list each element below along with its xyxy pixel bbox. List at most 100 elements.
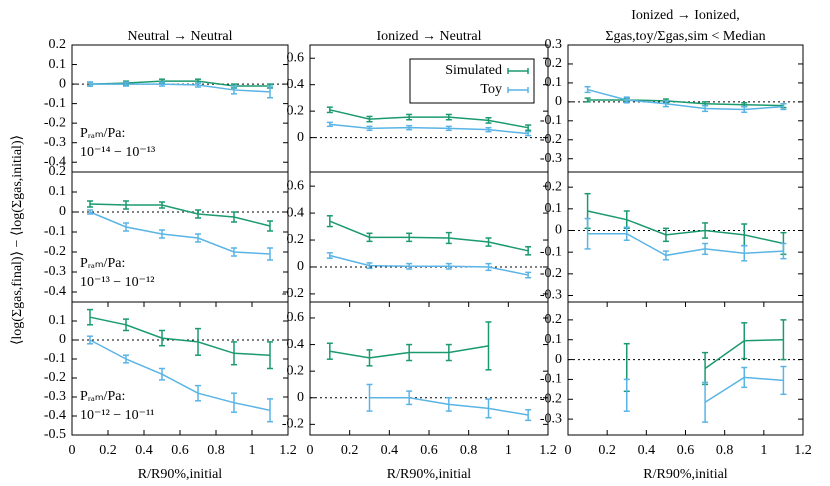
y-tick-label: -0.1 — [540, 372, 562, 387]
y-tick-label: -0.3 — [540, 411, 562, 426]
x-axis-label: R/R90%,initial — [643, 467, 728, 482]
x-tick-label: 0 — [565, 443, 572, 458]
y-axis-label: ⟨log(Σgas,final)⟩ − ⟨log(Σgas,initial)⟩ — [10, 135, 25, 345]
annotation: Pᵣₐₘ/Pa: — [80, 126, 125, 141]
annotation: 10⁻¹² − 10⁻¹¹ — [80, 408, 154, 423]
x-tick-label: 1.2 — [279, 443, 297, 458]
y-tick-label: 0.6 — [287, 310, 305, 325]
y-tick-label: -0.2 — [44, 115, 66, 130]
y-tick-label: 0.2 — [545, 179, 563, 194]
panel-title: Ionized → Ionized, — [631, 8, 739, 23]
y-tick-label: -0.3 — [44, 264, 66, 279]
y-tick-label: 0 — [297, 259, 304, 274]
panel-title: Σgas,toy/Σgas,sim < Median — [605, 29, 765, 44]
y-tick-label: 0.2 — [287, 232, 305, 247]
y-tick-label: -0.1 — [44, 351, 66, 366]
x-tick-label: 0.4 — [135, 443, 153, 458]
panel-frame — [567, 171, 804, 303]
y-tick-label: -0.3 — [44, 389, 66, 404]
y-tick-label: 0.1 — [49, 57, 67, 72]
annotation: Pᵣₐₘ/Pa: — [80, 389, 125, 404]
x-tick-label: 0 — [307, 443, 314, 458]
y-tick-label: 0.4 — [287, 77, 305, 92]
series-line — [89, 80, 270, 87]
y-tick-label: -0.2 — [540, 266, 562, 281]
y-tick-label: -0.3 — [540, 288, 562, 303]
x-axis-label: R/R90%,initial — [138, 467, 223, 482]
y-tick-label: 0.2 — [287, 363, 305, 378]
y-tick-label: 0 — [555, 223, 562, 238]
x-tick-label: 1 — [760, 443, 767, 458]
y-tick-label: 0 — [59, 204, 66, 219]
y-tick-label: -0.2 — [282, 286, 304, 301]
series-line — [90, 83, 271, 93]
series-line — [587, 210, 784, 245]
y-tick-label: 0 — [555, 94, 562, 109]
y-tick-label: -0.2 — [44, 370, 66, 385]
x-tick-label: 1 — [249, 443, 256, 458]
y-tick-label: 0.4 — [287, 337, 305, 352]
series-line — [89, 316, 271, 356]
x-tick-label: 0.2 — [598, 443, 616, 458]
y-tick-label: -0.3 — [44, 135, 66, 150]
legend-box — [409, 58, 535, 104]
annotation: 10⁻¹⁴ − 10⁻¹³ — [80, 145, 155, 160]
x-tick-label: 0.2 — [99, 443, 117, 458]
panel-frame — [567, 301, 804, 436]
y-tick-label: 0 — [297, 390, 304, 405]
y-tick-label: -0.2 — [540, 132, 562, 147]
y-tick-label: -0.4 — [44, 408, 66, 423]
y-tick-label: 0 — [297, 130, 304, 145]
panel-title: Neutral → Neutral — [128, 29, 233, 44]
series-line — [89, 339, 271, 412]
y-tick-label: -0.2 — [44, 244, 66, 259]
y-tick-label: 0.1 — [545, 75, 563, 90]
y-tick-label: 0.2 — [545, 56, 563, 71]
x-tick-label: 0.4 — [381, 443, 399, 458]
series-line — [329, 220, 529, 252]
x-tick-label: 0.8 — [716, 443, 734, 458]
legend-label: Simulated — [445, 63, 502, 78]
y-tick-label: -0.2 — [282, 417, 304, 432]
y-tick-label: 0 — [59, 332, 66, 347]
legend-label: Toy — [480, 82, 502, 97]
y-tick-label: -0.1 — [44, 96, 66, 111]
y-tick-label: -0.1 — [540, 113, 562, 128]
panel-frame — [309, 301, 549, 436]
y-tick-label: 0.2 — [287, 103, 305, 118]
x-axis-label: R/R90%,initial — [387, 467, 472, 482]
y-tick-label: 0.1 — [545, 201, 563, 216]
annotation: 10⁻¹³ − 10⁻¹² — [80, 275, 154, 290]
y-tick-label: 0.6 — [287, 50, 305, 65]
x-tick-label: 0 — [69, 443, 76, 458]
y-tick-label: -0.4 — [44, 154, 66, 169]
x-tick-label: 0.8 — [207, 443, 225, 458]
series-line — [329, 254, 529, 276]
x-tick-label: 1.2 — [539, 443, 557, 458]
panel-frame — [567, 44, 804, 173]
series-line — [89, 211, 271, 255]
x-tick-label: 0.6 — [677, 443, 695, 458]
y-tick-label: 0 — [555, 352, 562, 367]
series-line — [587, 88, 784, 111]
x-tick-label: 1 — [505, 443, 512, 458]
y-tick-label: 0.2 — [49, 37, 67, 52]
y-tick-label: 0.1 — [545, 332, 563, 347]
y-tick-label: 0.4 — [287, 205, 305, 220]
panel-title: Ionized → Neutral — [377, 29, 482, 44]
series-line — [89, 203, 271, 227]
y-tick-label: 0.1 — [49, 184, 67, 199]
series-line — [329, 109, 529, 129]
x-tick-label: 0.6 — [171, 443, 189, 458]
y-tick-label: 0.3 — [545, 37, 563, 52]
y-tick-label: -0.4 — [44, 284, 66, 299]
y-tick-label: 0.2 — [49, 164, 67, 179]
x-tick-label: 0.6 — [420, 443, 438, 458]
y-tick-label: -0.3 — [540, 151, 562, 166]
x-tick-label: 0.4 — [638, 443, 656, 458]
series-line — [587, 233, 784, 257]
series-line — [329, 123, 529, 135]
y-tick-label: -0.1 — [44, 224, 66, 239]
y-tick-label: 0 — [59, 76, 66, 91]
